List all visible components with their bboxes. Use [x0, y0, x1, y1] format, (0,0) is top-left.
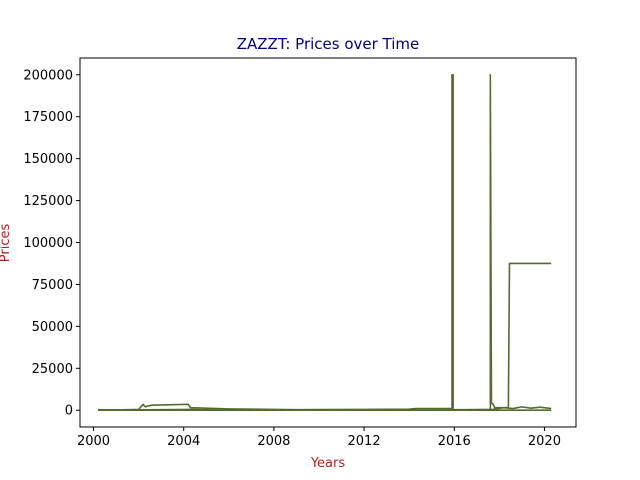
- series-layer: [98, 73, 552, 412]
- y-tick-label: 125000: [23, 194, 73, 209]
- y-tick-label: 75000: [32, 278, 73, 293]
- y-axis-label: Prices: [0, 224, 13, 263]
- y-tick-label: 0: [65, 404, 73, 419]
- y-tick-label: 50000: [32, 320, 73, 335]
- y-tick-label: 175000: [23, 110, 73, 125]
- y-tick-label: 150000: [23, 152, 73, 167]
- x-tick-label: 2004: [167, 434, 200, 449]
- plot-frame: [79, 57, 577, 428]
- x-tick-label: 2020: [528, 434, 561, 449]
- series-line-1: [98, 73, 552, 411]
- series-line-3: [98, 406, 552, 412]
- x-tick-label: 2008: [257, 434, 290, 449]
- y-tick-label: 25000: [32, 362, 73, 377]
- y-tick-label: 100000: [23, 236, 73, 251]
- x-tick-label: 2012: [348, 434, 381, 449]
- y-axis: 0 25000 50000 75000 100000 125000 150000 175000…: [23, 68, 80, 419]
- x-axis: 2000 2004 2008 2012 2016 2020: [77, 427, 561, 449]
- y-tick-label: 200000: [23, 68, 73, 83]
- x-axis-label: Years: [310, 456, 346, 471]
- x-tick-label: 2000: [77, 434, 110, 449]
- x-tick-label: 2016: [438, 434, 471, 449]
- chart-title: ZAZZT: Prices over Time: [237, 35, 420, 53]
